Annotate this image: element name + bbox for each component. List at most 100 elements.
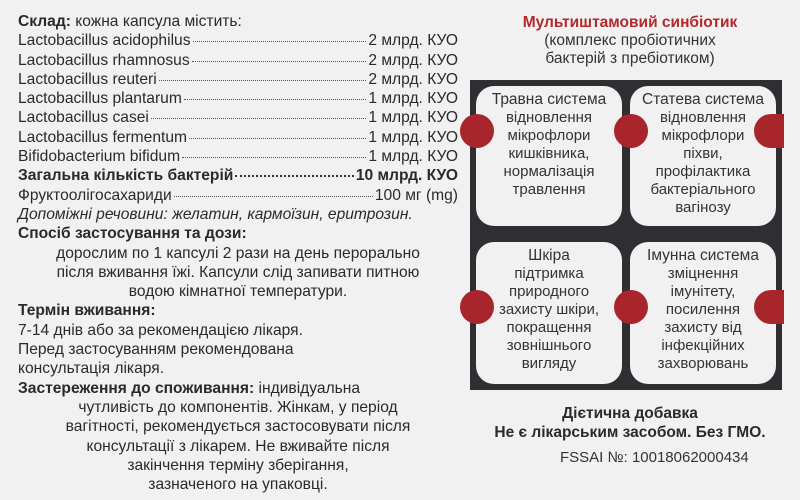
- accent-dot: [614, 290, 648, 324]
- product-subtitle: (комплекс пробіотичних бактерій з пребіо…: [472, 32, 788, 68]
- card-heading: Імунна система: [647, 247, 759, 264]
- warnings-line: зазначеного на упаковці.: [148, 476, 328, 494]
- card-line: захисту від: [664, 319, 742, 336]
- dot-leader: [158, 79, 367, 81]
- strain-value: 1 млрд. КУО: [368, 128, 458, 146]
- card-line: захворювань: [657, 355, 749, 372]
- total-label: Загальна кількість бактерій: [18, 167, 234, 185]
- composition-heading: Склад:: [18, 13, 71, 30]
- card-line: кишківника,: [508, 145, 590, 162]
- fos-value: 100 мг (mg): [374, 186, 458, 204]
- card-heading: Шкіра: [528, 247, 570, 264]
- accent-dot: [460, 114, 494, 148]
- card-digestive: Травна система відновлення мікрофлори ки…: [476, 86, 622, 226]
- accent-dot: [754, 290, 784, 324]
- dot-leader: [191, 60, 367, 62]
- card-line: нормалізація: [503, 163, 595, 180]
- card-line: вагінозу: [675, 199, 731, 216]
- warnings-line: консультації з лікарем. Не вживайте післ…: [86, 437, 390, 455]
- total-value: 10 млрд. КУО: [355, 167, 458, 185]
- strain-name: Lactobacillus casei: [18, 109, 149, 127]
- card-skin: Шкіра підтримка природного захисту шкіри…: [476, 242, 622, 384]
- dot-leader: [192, 41, 367, 43]
- accent-dot: [614, 114, 648, 148]
- strain-value: 2 млрд. КУО: [368, 32, 458, 50]
- strain-name: Lactobacillus reuteri: [18, 70, 157, 88]
- subtitle-line: бактерій з пребіотиком): [545, 50, 715, 67]
- strain-row: Lactobacillus acidophilus 2 млрд. КУО: [18, 31, 458, 50]
- card-line: мікрофлори: [661, 127, 745, 144]
- footer-supplement: Дієтична добавка: [562, 405, 698, 422]
- excipients-text: Допоміжні речовини: желатин, кармоїзин, …: [18, 205, 413, 223]
- term-heading: Термін вживання:: [18, 302, 156, 320]
- usage-line: після вживання їжі. Капсули слід запиват…: [56, 263, 420, 281]
- card-line: посилення: [665, 301, 741, 318]
- term-line: 7-14 днів або за рекомендацією лікаря.: [18, 321, 303, 339]
- card-line: травлення: [512, 181, 586, 198]
- warnings-line: чутливість до компонентів. Жінкам, у пер…: [78, 398, 398, 416]
- strain-value: 2 млрд. КУО: [368, 70, 458, 88]
- card-line: бактеріального: [650, 181, 756, 198]
- subtitle-line: (комплекс пробіотичних: [544, 32, 716, 49]
- strain-row: Lactobacillus plantarum 1 млрд. КУО: [18, 89, 458, 108]
- strain-name: Bifidobacterium bifidum: [18, 148, 181, 166]
- strain-value: 1 млрд. КУО: [368, 109, 458, 127]
- card-line: захисту шкіри,: [498, 301, 600, 318]
- strain-row: Lactobacillus reuteri 2 млрд. КУО: [18, 70, 458, 89]
- card-line: зміцнення: [667, 265, 739, 282]
- dot-leader: [150, 118, 367, 120]
- info-column: Склад: кожна капсула містить: Lactobacil…: [18, 12, 458, 494]
- usage-line: дорослим по 1 капсулі 2 рази на день пер…: [56, 244, 420, 262]
- strain-row: Bifidobacterium bifidum 1 млрд. КУО: [18, 147, 458, 166]
- card-line: вигляду: [521, 355, 577, 372]
- card-line: зовнішнього: [506, 337, 592, 354]
- term-line: консультація лікаря.: [18, 360, 165, 378]
- warnings-line: закінчення терміну зберігання,: [127, 456, 349, 474]
- card-immune: Імунна система зміцнення імунітету, поси…: [630, 242, 776, 384]
- card-line: мікрофлори: [507, 127, 591, 144]
- warnings-heading: Застереження до споживання:: [18, 379, 255, 397]
- dot-leader: [173, 195, 373, 197]
- term-line: Перед застосуванням рекомендована: [18, 341, 294, 359]
- card-heading: Травна система: [491, 91, 607, 108]
- card-line: підтримка: [514, 265, 584, 282]
- card-line: відновлення: [505, 109, 593, 126]
- strain-name: Lactobacillus fermentum: [18, 128, 188, 146]
- strain-value: 2 млрд. КУО: [368, 51, 458, 69]
- card-line: інфекційних: [661, 337, 745, 354]
- dot-leader: [189, 137, 367, 139]
- footer-disclaimer: Не є лікарським засобом. Без ГМО.: [494, 424, 766, 441]
- usage-heading: Спосіб застосування та дози:: [18, 225, 247, 243]
- strain-row: Lactobacillus rhamnosus 2 млрд. КУО: [18, 51, 458, 70]
- fos-label: Фруктоолігосахариди: [18, 186, 172, 204]
- warnings-line: вагітності, рекомендується застосовувати…: [65, 418, 411, 436]
- strain-name: Lactobacillus rhamnosus: [18, 51, 190, 69]
- card-reproductive: Статева система відновлення мікрофлори п…: [630, 86, 776, 226]
- accent-dot: [460, 290, 494, 324]
- dot-leader: [235, 175, 354, 178]
- warnings-first-line: Застереження до споживання: індивідуальн…: [18, 379, 458, 398]
- strain-value: 1 млрд. КУО: [368, 90, 458, 108]
- card-line: профілактика: [655, 163, 751, 180]
- card-heading: Статева система: [642, 91, 764, 108]
- product-title: Мультиштамовий синбіотик: [522, 14, 738, 31]
- fos-row: Фруктоолігосахариди 100 мг (mg): [18, 186, 458, 205]
- strain-row: Lactobacillus fermentum 1 млрд. КУО: [18, 128, 458, 147]
- card-line: піхви,: [683, 145, 723, 162]
- usage-line: водою кімнатної температури.: [128, 283, 348, 301]
- warnings-first: індивідуальна: [254, 379, 361, 397]
- card-line: природного: [508, 283, 590, 300]
- composition-header: Склад: кожна капсула містить:: [18, 12, 458, 31]
- card-line: імунітету,: [670, 283, 736, 300]
- strain-value: 1 млрд. КУО: [368, 148, 458, 166]
- card-line: покращення: [506, 319, 592, 336]
- strain-name: Lactobacillus plantarum: [18, 90, 182, 108]
- accent-dot: [754, 114, 784, 148]
- card-line: відновлення: [659, 109, 747, 126]
- total-row: Загальна кількість бактерій 10 млрд. КУО: [18, 166, 458, 185]
- dot-leader: [182, 157, 367, 159]
- strain-name: Lactobacillus acidophilus: [18, 32, 191, 50]
- composition-intro: кожна капсула містить:: [70, 13, 242, 30]
- strain-row: Lactobacillus casei 1 млрд. КУО: [18, 108, 458, 127]
- fssai-number: FSSAI №: 10018062000434: [560, 449, 749, 466]
